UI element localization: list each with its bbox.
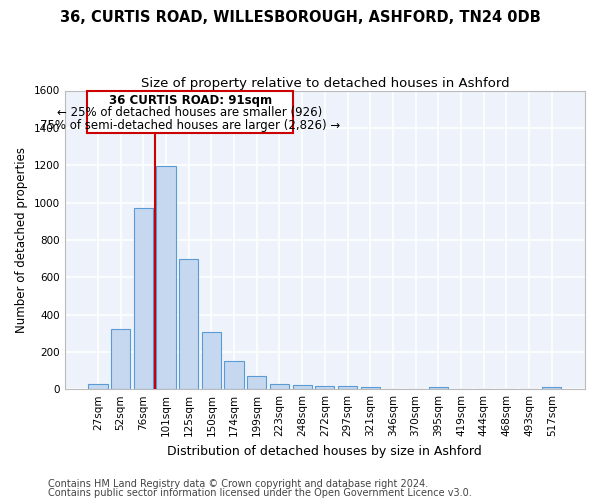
Bar [224,361,244,389]
Bar [247,376,266,389]
Text: ← 25% of detached houses are smaller (926): ← 25% of detached houses are smaller (92… [58,106,323,119]
Text: Contains public sector information licensed under the Open Government Licence v3: Contains public sector information licen… [48,488,472,498]
Text: 75% of semi-detached houses are larger (2,826) →: 75% of semi-detached houses are larger (… [40,118,340,132]
Text: Contains HM Land Registry data © Crown copyright and database right 2024.: Contains HM Land Registry data © Crown c… [48,479,428,489]
Bar [315,386,334,389]
Bar [270,384,289,389]
Bar [134,208,153,389]
Bar [179,258,199,389]
X-axis label: Distribution of detached houses by size in Ashford: Distribution of detached houses by size … [167,444,482,458]
Bar [338,386,357,389]
Bar [111,330,130,389]
Bar [293,385,312,389]
Y-axis label: Number of detached properties: Number of detached properties [15,147,28,333]
Bar [202,332,221,389]
FancyBboxPatch shape [87,92,293,134]
Text: 36, CURTIS ROAD, WILLESBOROUGH, ASHFORD, TN24 0DB: 36, CURTIS ROAD, WILLESBOROUGH, ASHFORD,… [59,10,541,25]
Bar [88,384,107,389]
Bar [361,388,380,389]
Bar [542,387,562,389]
Text: 36 CURTIS ROAD: 91sqm: 36 CURTIS ROAD: 91sqm [109,94,272,106]
Bar [157,166,176,389]
Title: Size of property relative to detached houses in Ashford: Size of property relative to detached ho… [140,78,509,90]
Bar [428,387,448,389]
